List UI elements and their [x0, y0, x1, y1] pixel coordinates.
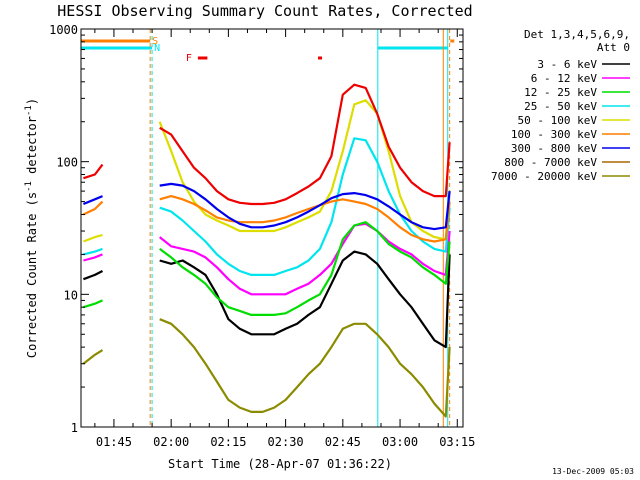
y-axis-label: Corrected Count Rate (s-1 detector-1) [24, 98, 39, 358]
legend-header: Det 1,3,4,5,6,9, [524, 28, 630, 41]
y-tick-label: 100 [56, 156, 78, 170]
x-tick-label: 02:45 [325, 435, 361, 449]
x-tick-label: 02:15 [210, 435, 246, 449]
series-line [83, 137, 451, 276]
legend-label: 25 - 50 keV [524, 100, 597, 113]
chart-title: HESSI Observing Summary Count Rates, Cor… [57, 2, 472, 20]
x-tick-label: 02:00 [153, 435, 189, 449]
series-line [82, 195, 451, 243]
y-tick-label: 1000 [49, 23, 78, 37]
series-line [83, 99, 451, 243]
series-line [82, 318, 451, 418]
series-line [83, 221, 451, 316]
legend-label: 800 - 7000 keV [504, 156, 597, 169]
flag-label-f: F [186, 53, 192, 64]
legend-label: 12 - 25 keV [524, 86, 597, 99]
series-line [83, 250, 451, 349]
y-tick-label: 1 [71, 421, 78, 435]
legend-label: 300 - 800 keV [511, 142, 597, 155]
flag-label-s: S [152, 36, 158, 47]
legend-label: 7000 - 20000 keV [491, 170, 597, 183]
x-tick-label: 02:30 [268, 435, 304, 449]
footer-date: 13-Dec-2009 05:03 [552, 467, 634, 476]
x-tick-label: 01:45 [96, 435, 132, 449]
series-line [82, 182, 451, 231]
legend-label: 6 - 12 keV [531, 72, 598, 85]
plot-area: SN F [81, 29, 455, 427]
legend-label: 100 - 300 keV [511, 128, 597, 141]
legend-header: Att 0 [597, 41, 630, 54]
legend-label: 50 - 100 keV [518, 114, 598, 127]
plot-frame [80, 28, 464, 428]
series-line [83, 83, 451, 206]
x-axis-label: Start Time (28-Apr-07 01:36:22) [168, 457, 392, 471]
axis-ticks: 1 10 100 1000 01:45 02:00 02:15 02:30 02:45 03:00… [49, 23, 475, 449]
legend-label: 3 - 6 keV [537, 58, 597, 71]
x-tick-label: 03:15 [439, 435, 475, 449]
flag-label-n: N [154, 43, 160, 54]
x-tick-label: 03:00 [382, 435, 418, 449]
series-line [83, 222, 451, 296]
y-tick-label: 10 [64, 288, 78, 302]
